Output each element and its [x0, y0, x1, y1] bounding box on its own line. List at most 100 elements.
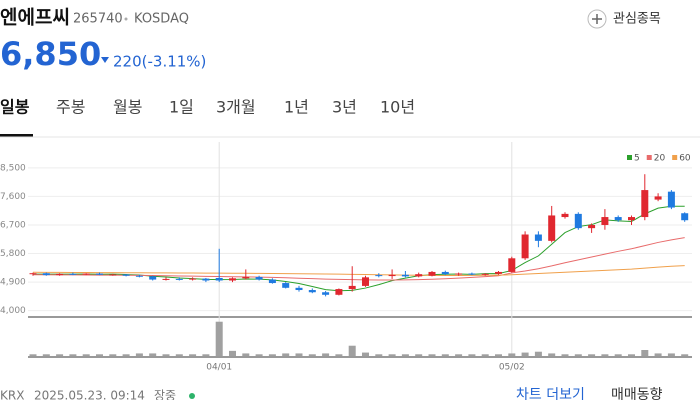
candle-body	[375, 275, 383, 277]
volume-bar	[69, 354, 77, 356]
y-tick-label: 4,900	[0, 278, 26, 288]
volume-bar	[189, 354, 197, 356]
volume-bar	[255, 354, 263, 356]
candle-body	[109, 274, 117, 276]
volume-bar	[441, 354, 449, 356]
tab[interactable]: 월봉	[113, 98, 142, 117]
volume-bar	[628, 354, 635, 356]
tabs: 일봉 주봉 월봉 1일 3개월 1년 3년 10년	[0, 98, 415, 137]
watch-button[interactable]: 관심종목	[587, 9, 661, 29]
candle-body	[282, 283, 290, 288]
candle-body	[96, 273, 103, 275]
change: 220(-3.11%)	[113, 53, 206, 71]
trend-link[interactable]: 매매동향	[611, 387, 663, 400]
candle-body	[641, 190, 649, 218]
legend-swatch	[646, 155, 652, 160]
candle-body	[189, 278, 197, 280]
volume-bar	[362, 352, 369, 356]
volume-bar	[495, 354, 502, 356]
time: 2025.05.23. 09:14	[34, 389, 145, 400]
candle-body	[229, 278, 236, 281]
candle-body	[69, 273, 77, 275]
volume-bar	[29, 354, 37, 356]
candle-body	[468, 273, 476, 275]
chart: 4,000 4,900 5,800 6,700 7,600 8,500 04/01 05/02…	[0, 142, 692, 373]
plus-icon	[587, 9, 607, 29]
candle-body	[335, 289, 343, 295]
price: 6,850	[0, 35, 101, 73]
candle-body	[667, 191, 675, 208]
moving-average	[33, 205, 685, 292]
candle-body	[455, 273, 463, 275]
volume-bar	[268, 354, 276, 356]
watch-label[interactable]: 관심종목	[613, 12, 661, 27]
y-tick-label: 4,000	[0, 306, 26, 316]
volume-bar	[388, 354, 396, 356]
volume-bar	[521, 352, 529, 356]
candle-body	[388, 274, 396, 277]
legend-swatch	[627, 155, 632, 160]
volume-bar	[481, 354, 489, 356]
candle-body	[175, 278, 183, 280]
candle-body	[534, 234, 542, 241]
tab[interactable]: 10년	[380, 98, 415, 117]
candle-body	[348, 285, 356, 290]
candle-body	[415, 274, 423, 277]
volume-bar	[229, 350, 236, 356]
candle-body	[481, 273, 489, 275]
tab[interactable]: 주봉	[56, 98, 85, 117]
tab[interactable]: 3년	[332, 98, 357, 117]
volume-bar	[401, 354, 409, 356]
down-arrow	[101, 57, 109, 63]
candle-body	[508, 258, 516, 272]
moving-average	[32, 265, 685, 276]
tab[interactable]: 3개월	[216, 98, 256, 117]
candle-body	[681, 213, 689, 221]
tab[interactable]: 1년	[284, 98, 309, 117]
x-tick-label: 05/02	[499, 363, 525, 373]
volume-bar	[455, 354, 463, 356]
candle-body	[401, 274, 409, 277]
candle-body	[295, 287, 303, 291]
volume-bar	[614, 354, 622, 356]
volume-bar	[641, 350, 649, 356]
tab[interactable]: 일봉	[0, 98, 30, 117]
more-link[interactable]: 차트 더보기	[516, 387, 585, 400]
candle-body	[614, 217, 622, 221]
volume-bar	[667, 353, 675, 356]
separator-dot	[124, 17, 128, 21]
candle-body	[202, 278, 210, 281]
candle-body	[268, 279, 276, 284]
candle-body	[162, 278, 170, 280]
candle-body	[588, 224, 596, 229]
candle-body	[82, 273, 90, 275]
volume-bar	[242, 353, 250, 356]
legend-label: 5	[634, 154, 640, 164]
y-tick-label: 5,800	[0, 249, 26, 259]
legend-swatch	[672, 155, 678, 160]
candle-body	[441, 271, 449, 275]
volume-bar	[109, 354, 117, 356]
tab-underline	[0, 134, 33, 137]
volume-bar	[295, 353, 303, 356]
moving-average	[33, 237, 685, 281]
plus-sign	[592, 14, 602, 24]
x-tick-label: 04/01	[206, 363, 232, 373]
volume-bar	[322, 353, 330, 356]
candle-body	[362, 277, 369, 286]
volume-bar	[508, 353, 516, 356]
candle-body	[255, 277, 263, 280]
candle-body	[654, 196, 662, 200]
tab[interactable]: 1일	[169, 98, 194, 117]
volume-bar	[548, 353, 556, 356]
candle-body	[322, 292, 330, 295]
y-tick-label: 7,600	[0, 192, 26, 202]
legend-label: 60	[679, 154, 691, 164]
candle-body	[548, 215, 556, 241]
candle-body	[601, 217, 609, 225]
volume-bar	[149, 353, 157, 356]
volume-bar	[135, 353, 143, 356]
y-tick-label: 8,500	[0, 163, 26, 173]
y-tick-label: 6,700	[0, 220, 26, 230]
